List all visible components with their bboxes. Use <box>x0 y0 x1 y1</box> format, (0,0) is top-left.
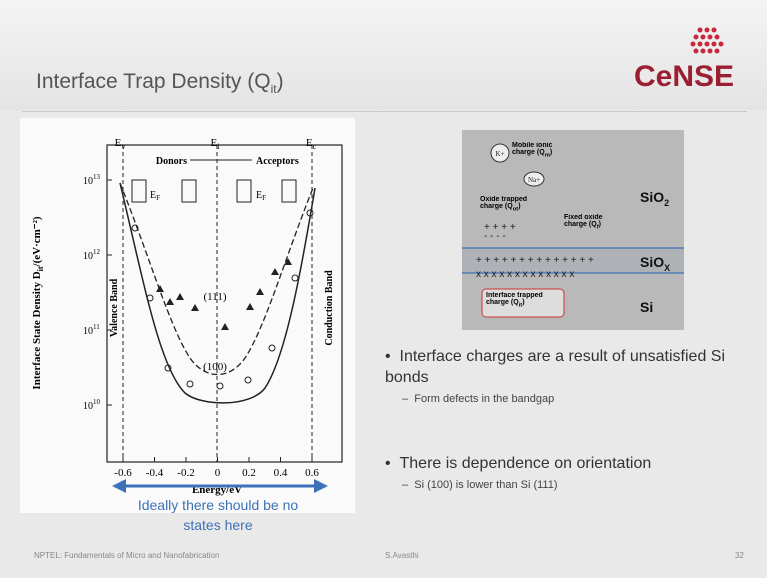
na-label: Na+ <box>528 176 540 184</box>
svg-text:- - - -: - - - - <box>484 231 506 242</box>
figure-background <box>20 118 355 513</box>
acceptors: Acceptors <box>256 156 299 167</box>
ec-sub: c <box>313 142 317 151</box>
mobile-label: Mobile ionic charge (Qm) <box>512 142 572 166</box>
logo: CeNSE <box>630 20 750 100</box>
bullet: • There is dependence on orientation <box>385 453 725 474</box>
siox: SiO <box>640 254 664 270</box>
sub-bullet: – Form defects in the bandgap <box>402 393 554 405</box>
y-tick-base: 10 <box>83 176 93 187</box>
charge-diagram: + + + + - - - - + + + + + + + + + + + + … <box>462 130 684 330</box>
logo-dots <box>691 28 724 54</box>
k-label: K+ <box>495 150 504 158</box>
interface: Interface trapped charge (Q <box>486 292 543 306</box>
ef-sub: F <box>262 194 266 202</box>
oxide-trapped-end: ) <box>518 203 520 210</box>
bullet: • Interface charges are a result of unsa… <box>385 346 725 388</box>
footer-author: S.Avasthi <box>385 551 419 560</box>
title-end: ) <box>277 70 284 93</box>
band-figure: Ev Ei Ec Donors Acceptors EF EF Valence … <box>20 118 355 513</box>
interface-label: Interface trapped charge (Qit) <box>486 292 562 316</box>
valence-label: Valence Band <box>109 278 120 337</box>
y-tick-base: 10 <box>83 401 93 412</box>
title-text: Interface Trap Density (Q <box>36 70 271 93</box>
range-arrow <box>110 475 330 497</box>
y-tick-exp: 12 <box>93 248 101 256</box>
svg-text:x x x x x x x x x x x x x: x x x x x x x x x x x x x <box>476 269 574 280</box>
oxide-trapped-label: Oxide trapped charge (Qot) <box>480 196 540 220</box>
svg-text:+ + + + + + + + + + + + + +: + + + + + + + + + + + + + + <box>476 255 594 266</box>
mobile-end: ) <box>550 149 552 156</box>
y-label-end: /(eV·cm⁻²) <box>31 216 43 267</box>
label-100: (100) <box>203 361 227 373</box>
logo-text: CeNSE <box>634 60 734 93</box>
y-tick-exp: 11 <box>93 323 100 331</box>
slide-title: Interface Trap Density (Qit) <box>36 70 284 96</box>
slide: Interface Trap Density (Qit) CeNSE Ev Ei… <box>0 0 767 578</box>
conduction-label: Conduction Band <box>324 270 335 346</box>
footer-course: NPTEL: Fundamentals of Micro and Nanofab… <box>34 551 219 560</box>
label-111: (111) <box>203 291 226 303</box>
donors: Donors <box>156 156 187 167</box>
caption: Ideally there should be no states here <box>118 495 318 535</box>
bullet-text: There is dependence on orientation <box>400 455 652 472</box>
bullet-text: Interface charges are a result of unsati… <box>385 348 725 386</box>
siox-sub: X <box>664 263 670 273</box>
sub-bullet-text: Si (100) is lower than Si (111) <box>414 479 557 491</box>
sub-bullet-text: Form defects in the bandgap <box>414 393 554 405</box>
footer-page: 32 <box>735 551 744 560</box>
fixed-end: ) <box>599 221 601 228</box>
sio2: SiO <box>640 189 664 205</box>
y-tick-base: 10 <box>83 326 93 337</box>
fixed-label: Fixed oxide charge (Qf) <box>564 214 624 238</box>
sub-bullet: – Si (100) is lower than Si (111) <box>402 479 558 491</box>
divider <box>22 111 747 112</box>
ef-sub: F <box>156 194 160 202</box>
y-label-text: Interface State Density D <box>31 271 43 389</box>
y-tick-exp: 10 <box>93 398 101 406</box>
interface-end: ) <box>522 299 524 306</box>
sio2-sub: 2 <box>664 198 669 208</box>
y-axis-label: Interface State Density Dit/(eV·cm⁻²) <box>31 216 45 389</box>
ev-sub: v <box>121 142 125 151</box>
si-label: Si <box>640 299 653 315</box>
y-tick-base: 10 <box>83 251 93 262</box>
y-tick-exp: 13 <box>93 173 101 181</box>
